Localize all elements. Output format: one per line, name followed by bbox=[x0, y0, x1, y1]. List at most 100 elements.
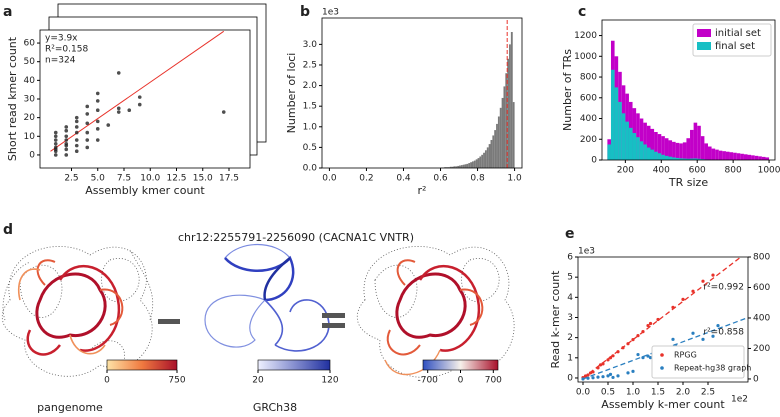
bar bbox=[643, 144, 647, 160]
point bbox=[608, 372, 613, 376]
y-axis-label: Number of TRs bbox=[561, 49, 574, 131]
x-tick-label: 10.0 bbox=[140, 174, 160, 184]
legend-swatch bbox=[697, 42, 711, 50]
x-tick-label: 600 bbox=[689, 166, 706, 176]
bar bbox=[492, 135, 495, 168]
bar bbox=[628, 127, 633, 160]
bar bbox=[675, 142, 680, 160]
bar bbox=[610, 69, 615, 160]
point bbox=[681, 297, 685, 301]
colorbar bbox=[257, 359, 331, 371]
y-tick-label: 2.0 bbox=[303, 81, 318, 91]
bar bbox=[693, 158, 698, 160]
point bbox=[137, 95, 142, 99]
point bbox=[716, 323, 720, 328]
bar bbox=[470, 162, 472, 168]
point bbox=[586, 373, 590, 377]
point bbox=[581, 377, 585, 381]
legend-frame bbox=[692, 23, 772, 57]
bar bbox=[621, 113, 626, 160]
bar bbox=[668, 156, 673, 160]
point bbox=[85, 112, 90, 116]
colorbar-tick-label: 750 bbox=[168, 376, 185, 386]
x-tick-label: 7.5 bbox=[117, 174, 131, 184]
graph-label: pangenome bbox=[37, 401, 103, 414]
x-tick-label: 0.0 bbox=[576, 388, 591, 398]
y-tick-label: 1.5 bbox=[303, 102, 317, 112]
y-tick-label: 2 bbox=[567, 333, 573, 343]
point bbox=[95, 99, 100, 103]
bar bbox=[486, 147, 489, 168]
point bbox=[591, 370, 595, 374]
bar bbox=[690, 158, 694, 160]
x-axis-label: TR size bbox=[668, 176, 708, 189]
point bbox=[64, 138, 69, 142]
bar bbox=[650, 149, 655, 160]
x-tick-label: 1.0 bbox=[626, 388, 641, 398]
point bbox=[116, 71, 121, 75]
bar bbox=[668, 140, 673, 160]
y2-tick-label: 600 bbox=[753, 283, 770, 293]
bar bbox=[697, 125, 701, 160]
point bbox=[701, 279, 705, 283]
y-tick-label: 0.5 bbox=[303, 143, 317, 153]
y-tick-label: 10 bbox=[24, 132, 36, 142]
y-tick-label: 600 bbox=[580, 93, 597, 103]
legend-frame bbox=[651, 345, 745, 379]
point bbox=[85, 138, 90, 142]
y2-tick-label: 200 bbox=[753, 344, 770, 354]
bar bbox=[479, 156, 482, 168]
point bbox=[711, 334, 715, 338]
point bbox=[85, 104, 90, 109]
diagram-title: chr12:2255791-2256090 (CACNA1C VNTR) bbox=[178, 231, 414, 244]
point bbox=[631, 369, 635, 373]
x-tick-label: 2.5 bbox=[701, 388, 715, 398]
fit-line bbox=[50, 30, 225, 152]
point bbox=[583, 374, 588, 378]
annotation: R²=0.158 bbox=[45, 45, 88, 55]
legend-label: RPGG bbox=[674, 351, 697, 360]
point bbox=[641, 329, 645, 334]
bar bbox=[664, 138, 669, 160]
bar bbox=[490, 139, 493, 168]
bar bbox=[501, 97, 504, 168]
point bbox=[74, 125, 79, 129]
point bbox=[591, 376, 595, 380]
bar bbox=[682, 142, 687, 160]
bar bbox=[503, 86, 506, 168]
colorbar bbox=[106, 359, 178, 371]
minus-sign bbox=[158, 319, 180, 324]
bar bbox=[725, 151, 730, 160]
point bbox=[691, 289, 695, 293]
bar bbox=[675, 157, 680, 160]
bar bbox=[481, 154, 484, 168]
y-tick-label: 0 bbox=[29, 150, 35, 160]
point bbox=[95, 127, 100, 131]
bar bbox=[457, 165, 460, 168]
plot-frame bbox=[577, 256, 749, 383]
bar bbox=[743, 154, 748, 160]
x-tick-label: 400 bbox=[653, 166, 670, 176]
point bbox=[641, 356, 645, 360]
y-tick-label: 60 bbox=[24, 39, 36, 49]
bar bbox=[488, 144, 491, 168]
y-tick-label: 3.0 bbox=[303, 40, 318, 50]
bar bbox=[765, 157, 770, 160]
y2-tick-label: 0 bbox=[753, 374, 759, 384]
x-tick-label: 1.0 bbox=[507, 174, 522, 184]
bar bbox=[661, 136, 665, 160]
bar bbox=[453, 166, 456, 168]
point bbox=[611, 375, 615, 380]
bar bbox=[711, 148, 716, 160]
bar bbox=[679, 158, 683, 160]
point bbox=[106, 123, 111, 127]
point bbox=[598, 363, 603, 367]
x-tick-label: 0.4 bbox=[396, 174, 411, 184]
graph-label: GRCh38 bbox=[253, 401, 297, 414]
point bbox=[95, 108, 100, 112]
y-tick-label: 30 bbox=[24, 95, 36, 105]
bar bbox=[761, 156, 766, 160]
colorbar-tick-label: 0 bbox=[458, 376, 464, 386]
point bbox=[671, 305, 675, 310]
